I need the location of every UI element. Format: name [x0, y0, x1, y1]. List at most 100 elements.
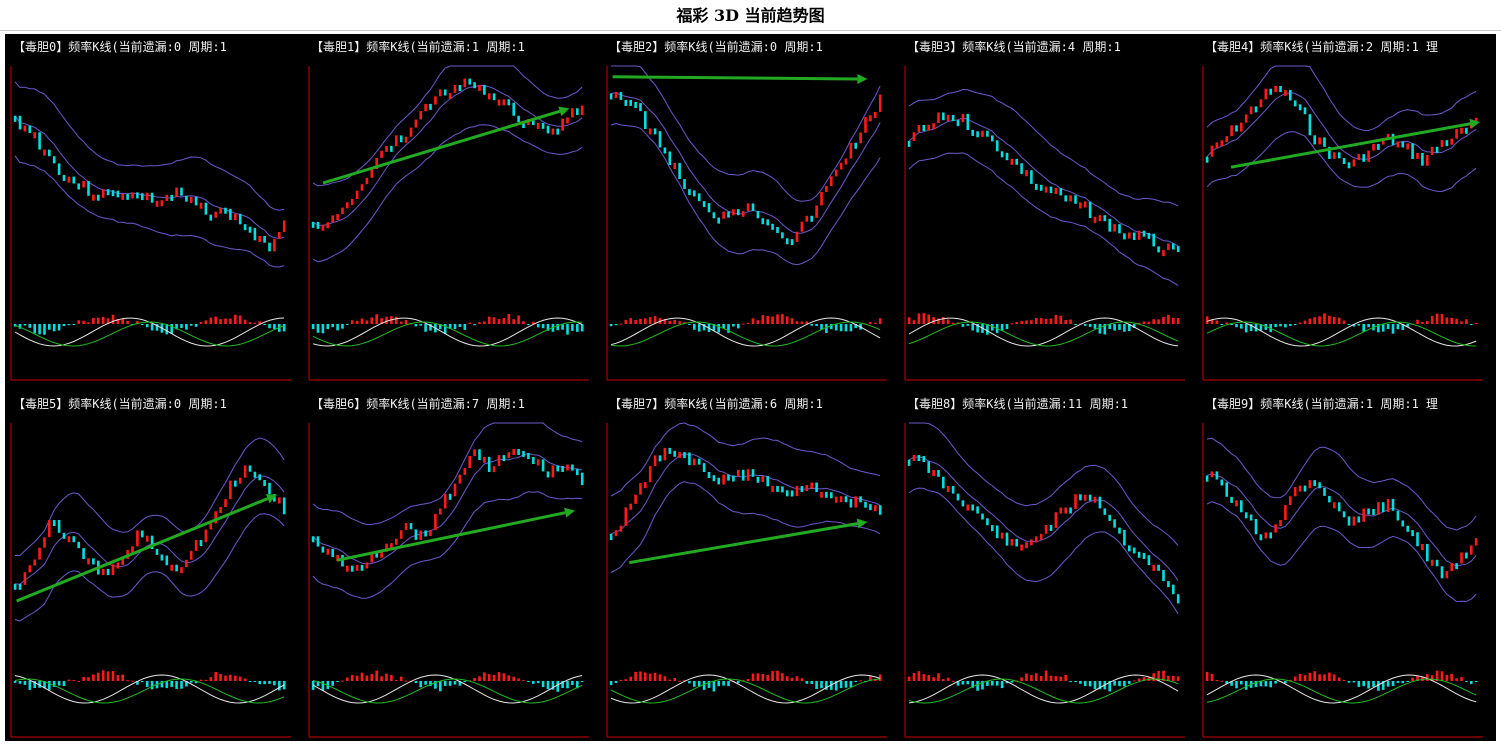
macd-bar — [1274, 324, 1277, 328]
macd-bar — [346, 677, 349, 681]
candle — [800, 221, 804, 232]
candle — [1406, 143, 1409, 150]
macd-bar — [1108, 681, 1111, 692]
kline-chart — [308, 422, 589, 738]
macd-bar — [517, 678, 520, 681]
candle — [331, 548, 334, 558]
band-middle — [610, 453, 881, 535]
candle — [101, 189, 105, 198]
macd-bar — [1440, 314, 1444, 324]
macd-bar — [448, 324, 452, 329]
macd-bar — [849, 681, 853, 688]
candle — [1303, 107, 1307, 115]
candle — [204, 529, 208, 543]
macd-bar — [321, 324, 325, 334]
macd-bar — [136, 681, 139, 685]
macd-bar — [1064, 675, 1067, 681]
trend-arrow-head — [1469, 118, 1481, 129]
macd-bar — [331, 324, 334, 328]
macd-bar — [1010, 323, 1014, 325]
candle — [1020, 544, 1023, 551]
candle — [278, 232, 281, 239]
candle — [644, 482, 647, 489]
candle — [541, 122, 545, 129]
candle — [619, 92, 623, 100]
macd-bar — [1259, 681, 1263, 687]
candle — [839, 496, 843, 503]
macd-bar — [145, 324, 149, 328]
candle — [658, 455, 662, 462]
macd-bar — [1352, 681, 1356, 683]
macd-bar — [1372, 681, 1375, 687]
candle — [1215, 142, 1219, 149]
candle — [546, 471, 550, 478]
macd-bar — [1230, 324, 1233, 325]
macd-bar — [1318, 316, 1321, 324]
candle — [155, 200, 159, 207]
band-middle — [14, 115, 285, 239]
macd-bar — [1167, 675, 1170, 681]
chart-panel: 【毒胆8】频率K线(当前遗漏:11 周期:1 — [899, 391, 1195, 739]
macd-bar — [1079, 681, 1082, 684]
candle — [673, 163, 676, 169]
macd-bar — [532, 321, 535, 324]
macd-bar — [727, 324, 730, 333]
macd-bar — [370, 317, 374, 324]
candle — [1152, 233, 1155, 247]
candle — [1210, 145, 1214, 157]
macd-bar — [673, 319, 676, 324]
candle — [1210, 471, 1214, 478]
macd-bar — [38, 681, 41, 688]
macd-bar — [580, 681, 584, 682]
macd-bar — [380, 676, 383, 681]
candle — [781, 486, 784, 493]
candle — [561, 466, 564, 472]
candle — [18, 583, 22, 590]
macd-bar — [732, 324, 735, 327]
candle — [1010, 158, 1014, 165]
candle — [571, 108, 574, 118]
candle — [912, 132, 916, 141]
candle — [766, 476, 769, 487]
candle — [1396, 141, 1400, 148]
macd-bar — [1176, 318, 1180, 324]
candle — [532, 119, 535, 126]
macd-bar — [1020, 321, 1023, 324]
candle — [688, 452, 691, 466]
macd-bar — [165, 681, 169, 689]
macd-bar — [663, 676, 667, 681]
candle — [1328, 495, 1331, 503]
macd-bar — [624, 679, 628, 681]
candle — [165, 194, 169, 201]
candle — [751, 469, 755, 477]
macd-bar — [688, 681, 691, 684]
macd-bar — [1352, 324, 1356, 327]
macd-bar — [219, 319, 222, 324]
macd-bar — [258, 321, 261, 324]
macd-bar — [429, 324, 432, 331]
band-middle — [1206, 472, 1477, 567]
candle — [961, 113, 965, 123]
macd-bar — [1044, 318, 1048, 324]
candle — [1377, 502, 1380, 515]
trend-arrow-head — [857, 73, 868, 84]
macd-slow-line — [312, 321, 583, 347]
candle — [399, 135, 403, 143]
macd-bar — [756, 320, 760, 324]
candle — [1352, 516, 1356, 526]
candle — [1005, 152, 1009, 161]
macd-bar — [77, 320, 80, 324]
candle — [658, 131, 662, 148]
macd-bar — [1147, 321, 1151, 324]
trend-arrow-line — [322, 109, 561, 185]
candle — [614, 92, 618, 99]
macd-bar — [126, 680, 129, 682]
candle — [316, 536, 320, 547]
candle — [815, 482, 818, 493]
candle — [722, 211, 725, 219]
candle — [869, 115, 872, 122]
macd-bar — [576, 324, 579, 332]
candle — [497, 455, 501, 467]
candle — [175, 187, 178, 197]
macd-bar — [365, 320, 369, 324]
